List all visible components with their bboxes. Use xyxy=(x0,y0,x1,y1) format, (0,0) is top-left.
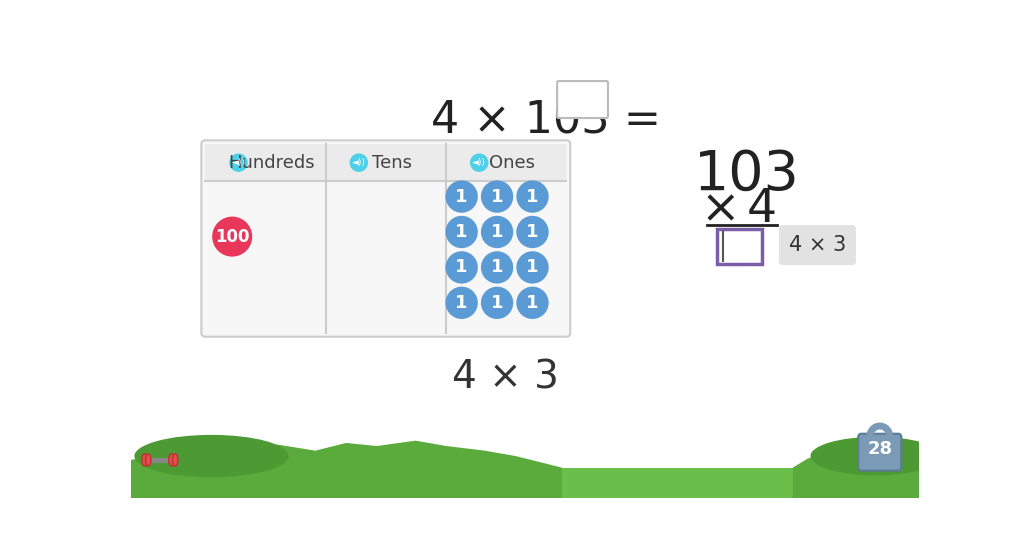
Circle shape xyxy=(481,216,513,248)
FancyBboxPatch shape xyxy=(557,81,608,118)
Circle shape xyxy=(516,180,549,213)
FancyBboxPatch shape xyxy=(717,229,762,264)
FancyBboxPatch shape xyxy=(858,433,901,470)
Ellipse shape xyxy=(169,454,174,466)
Text: 1: 1 xyxy=(526,258,539,277)
Circle shape xyxy=(516,251,549,283)
Text: ◄)): ◄)) xyxy=(231,158,246,167)
Text: 1: 1 xyxy=(526,188,539,206)
Circle shape xyxy=(445,216,478,248)
Text: ◄)): ◄)) xyxy=(472,158,486,167)
Circle shape xyxy=(445,287,478,319)
Circle shape xyxy=(516,216,549,248)
Circle shape xyxy=(445,251,478,283)
Text: 1: 1 xyxy=(526,294,539,312)
FancyBboxPatch shape xyxy=(205,144,566,181)
FancyBboxPatch shape xyxy=(202,141,570,337)
Polygon shape xyxy=(131,441,562,498)
Text: ×: × xyxy=(700,187,740,232)
Text: 1: 1 xyxy=(490,258,504,277)
Text: ◄)): ◄)) xyxy=(352,158,366,167)
Circle shape xyxy=(516,287,549,319)
Text: 1: 1 xyxy=(490,294,504,312)
Ellipse shape xyxy=(810,437,941,475)
FancyBboxPatch shape xyxy=(779,225,856,265)
Text: Ones: Ones xyxy=(489,153,536,172)
Text: 28: 28 xyxy=(867,440,892,458)
Ellipse shape xyxy=(145,454,151,466)
Text: 1: 1 xyxy=(490,188,504,206)
Circle shape xyxy=(212,217,252,256)
Text: Tens: Tens xyxy=(372,153,412,172)
Text: Hundreds: Hundreds xyxy=(228,153,315,172)
Ellipse shape xyxy=(172,454,178,466)
Circle shape xyxy=(481,180,513,213)
Polygon shape xyxy=(131,468,920,498)
Circle shape xyxy=(349,153,368,172)
Text: 4 × 3: 4 × 3 xyxy=(788,235,846,255)
Text: 100: 100 xyxy=(215,227,250,246)
Text: 4: 4 xyxy=(746,187,777,232)
Text: 1: 1 xyxy=(456,223,468,241)
Ellipse shape xyxy=(134,435,289,477)
Circle shape xyxy=(481,251,513,283)
Text: 1: 1 xyxy=(456,258,468,277)
Text: 4 × 103 =: 4 × 103 = xyxy=(431,100,660,143)
Text: 1: 1 xyxy=(490,223,504,241)
Polygon shape xyxy=(793,449,920,498)
Circle shape xyxy=(481,287,513,319)
Circle shape xyxy=(445,180,478,213)
Text: 103: 103 xyxy=(693,148,800,202)
Circle shape xyxy=(470,153,488,172)
Ellipse shape xyxy=(141,454,147,466)
Text: 1: 1 xyxy=(456,294,468,312)
Text: 4 × 3: 4 × 3 xyxy=(453,358,559,396)
Text: 1: 1 xyxy=(456,188,468,206)
Circle shape xyxy=(229,153,248,172)
Text: 1: 1 xyxy=(526,223,539,241)
Polygon shape xyxy=(782,237,792,253)
